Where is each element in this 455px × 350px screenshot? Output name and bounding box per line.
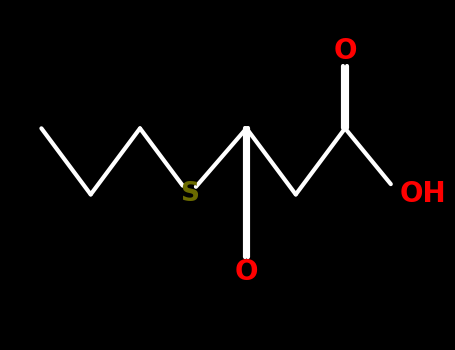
Text: O: O bbox=[334, 36, 357, 64]
Text: O: O bbox=[235, 258, 258, 286]
Text: S: S bbox=[180, 181, 199, 208]
Text: OH: OH bbox=[399, 181, 446, 209]
